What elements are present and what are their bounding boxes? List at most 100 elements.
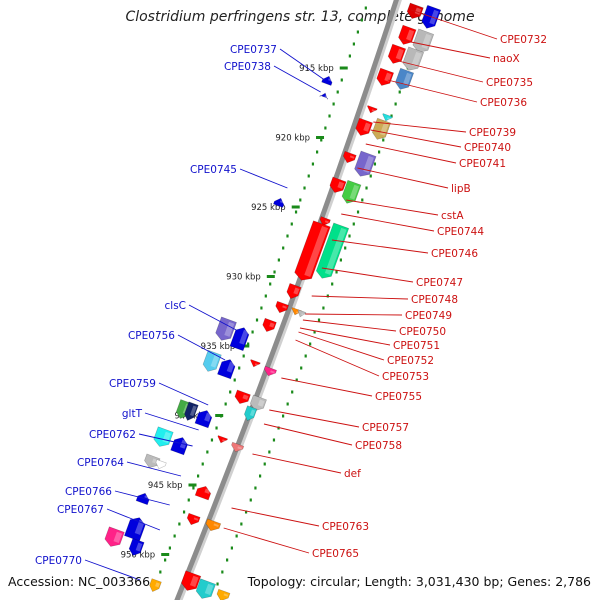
gene-arrow (234, 389, 251, 404)
tick-dot-inner (238, 366, 241, 370)
tick-dot-inner (196, 474, 200, 478)
tick-dot-inner (356, 30, 359, 34)
label-connector (84, 559, 141, 581)
tick-dot-inner (277, 258, 280, 262)
tick-dot-outer (263, 462, 266, 466)
label-connector (387, 79, 478, 103)
accession-text: Accession: NC_003366 (8, 574, 151, 589)
label-connector (177, 334, 226, 361)
gene-arrow (250, 359, 261, 368)
gene-arrow (294, 220, 331, 281)
label-connector (370, 129, 462, 148)
tick-dot-outer (216, 582, 219, 586)
tick-dot-outer (291, 390, 294, 394)
tick-dot-inner (299, 198, 302, 202)
tick-dot-inner (187, 498, 190, 502)
tick-dot-outer (331, 282, 334, 286)
gene-arrow (262, 317, 277, 333)
label-connector (299, 327, 391, 346)
tick-dot-outer (313, 330, 316, 334)
tick-dot-inner (206, 450, 209, 454)
topology-text: Topology: circular; Length: 3,031,430 bp… (247, 574, 591, 589)
gene-arrow (275, 300, 290, 314)
gene-label: CPE0763 (322, 521, 369, 533)
gene-arrow (186, 512, 201, 526)
gene-label: CPE0740 (464, 142, 511, 154)
tick-dot-inner (282, 246, 285, 250)
label-connector (114, 490, 170, 506)
label-connector (252, 453, 342, 474)
tick-dot-inner (311, 162, 315, 166)
gene-arrow (398, 24, 417, 45)
gene-label: CPE0738 (224, 61, 271, 73)
tick-dot-outer (277, 426, 280, 430)
label-connector (341, 213, 435, 232)
scale-label: 945 kbp (148, 481, 183, 491)
gene-arrow (291, 307, 302, 316)
tick-dot-inner (286, 234, 289, 238)
label-connector (410, 9, 498, 40)
backbone (174, 0, 399, 600)
scale-label: 915 kbp (299, 64, 334, 74)
gene-label: CPE0748 (411, 294, 458, 306)
scale-tick (291, 205, 300, 209)
tick-dot-inner (178, 522, 181, 526)
gene-arrow (194, 410, 213, 429)
tick-dot-inner (168, 546, 171, 550)
label-connector (357, 167, 449, 189)
gene-arrow (216, 588, 231, 600)
gene-label: CPE0739 (469, 127, 516, 139)
tick-dot-inner (324, 126, 327, 130)
tick-dot-inner (352, 42, 355, 46)
gene-label: def (344, 468, 361, 480)
tick-dot-outer (240, 522, 243, 526)
label-connector (305, 313, 403, 316)
label-connector (144, 412, 199, 431)
gene-arrow (229, 327, 250, 352)
gene-label: gltT (122, 408, 143, 420)
scale-label: 930 kbp (226, 273, 261, 283)
tick-dot-outer (390, 114, 393, 118)
tick-dot-inner (320, 138, 323, 142)
tick-dot-outer (286, 402, 289, 406)
tick-dot-inner (229, 390, 232, 394)
gene-arrow (155, 459, 167, 470)
gene-label: CPE0766 (65, 486, 112, 498)
tick-dot-inner (360, 18, 363, 22)
gene-arrow (195, 578, 217, 599)
gene-label: CPE0737 (230, 44, 277, 56)
scale-tick (339, 66, 348, 70)
label-connector (223, 527, 310, 554)
gene-label: lipB (451, 183, 471, 195)
tick-dot-outer (304, 354, 307, 358)
label-connector (365, 143, 457, 164)
gene-arrow (124, 517, 146, 542)
gene-arrow (319, 92, 329, 101)
gene-label: CPE0741 (459, 158, 506, 170)
gene-arrow (387, 43, 407, 64)
tick-dot-outer (295, 378, 298, 382)
gene-label: CPE0757 (362, 422, 409, 434)
gene-arrow (128, 538, 145, 556)
label-connector (394, 59, 484, 83)
gene-label: naoX (493, 53, 520, 65)
tick-dot-inner (273, 270, 276, 274)
tick-dot-inner (316, 150, 319, 154)
tick-dot-inner (215, 426, 218, 430)
tick-dot-inner (294, 210, 298, 214)
gene-arrow (402, 46, 425, 71)
gene-arrow (273, 197, 285, 208)
gene-arrow (249, 394, 267, 411)
tick-dot-inner (192, 486, 195, 490)
tick-dot-inner (364, 6, 367, 10)
gene-arrow (367, 105, 378, 114)
label-connector (346, 199, 439, 216)
label-connector (231, 507, 320, 527)
tick-dot-inner (328, 114, 331, 118)
gene-label: CPE0752 (387, 355, 434, 367)
gene-arrow (315, 222, 350, 279)
scale-tick (316, 136, 325, 139)
gene-label: CPE0758 (355, 440, 402, 452)
tick-dot-outer (373, 162, 377, 166)
label-connector (263, 423, 353, 446)
